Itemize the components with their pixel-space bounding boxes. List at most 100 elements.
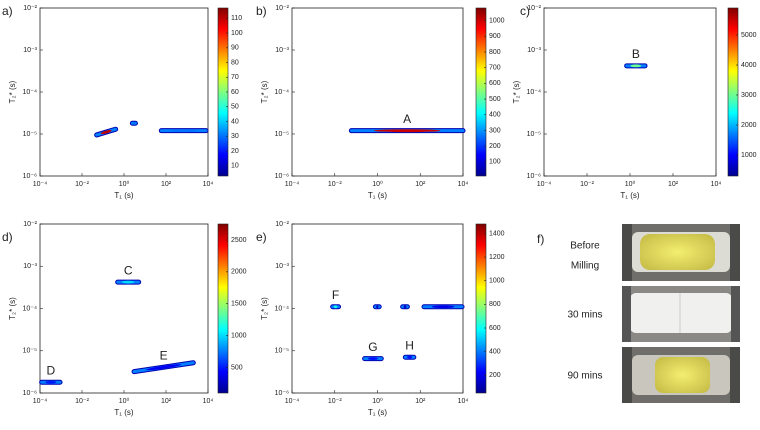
panel-label: a): [2, 4, 13, 18]
x-tick-label: 10⁴: [458, 181, 469, 188]
colorbar-tick-label: 110: [231, 15, 242, 22]
colorbar-tick-label: 800: [489, 301, 501, 308]
x-tick-label: 10⁻⁴: [537, 181, 552, 188]
x-tick-label: 10⁰: [119, 397, 130, 405]
y-tick-label: 10⁻²: [23, 221, 37, 228]
photo-90min: [622, 347, 740, 403]
x-tick-label: 10⁻²: [75, 398, 89, 405]
peak-label: C: [124, 263, 133, 277]
contour-peak: [333, 305, 338, 309]
colorbar-tick-label: 1400: [489, 230, 505, 237]
y-tick-label: 10⁻⁴: [275, 89, 290, 96]
y-tick-label: 10⁻⁴: [527, 89, 542, 96]
panel-label: f): [537, 232, 544, 246]
colorbar-tick-label: 400: [489, 348, 501, 355]
y-tick-label: 10⁻⁵: [23, 131, 37, 138]
contour-peak: [45, 380, 57, 384]
photo-30min: [622, 286, 740, 342]
colorbar-tick-label: 400: [489, 112, 501, 119]
colorbar-tick-label: 3000: [741, 92, 757, 99]
peak-label: F: [332, 288, 339, 302]
x-axis-label: T₁ (s): [368, 191, 387, 200]
photo-caption: Before: [570, 241, 600, 252]
y-tick-label: 10⁻²: [23, 5, 37, 12]
y-tick-label: 10⁻⁶: [23, 390, 37, 397]
x-axis-label: T₁ (s): [620, 191, 639, 200]
y-tick-label: 10⁻⁵: [275, 348, 289, 355]
x-tick-label: 10²: [415, 181, 426, 188]
colorbar-tick-label: 1000: [231, 332, 247, 339]
contour-peak: [376, 305, 379, 309]
x-tick-label: 10⁻⁴: [285, 181, 300, 188]
plot-area: [543, 7, 717, 177]
colorbar-tick-label: 50: [231, 104, 239, 111]
contour-peak: [407, 355, 413, 359]
contour-peak: [132, 121, 135, 125]
colorbar-tick-label: 700: [489, 65, 501, 72]
x-tick-label: 10⁴: [458, 398, 469, 405]
peak-label: D: [47, 363, 56, 377]
y-tick-label: 10⁻³: [23, 263, 37, 270]
y-tick-label: 10⁻⁶: [275, 390, 289, 397]
photo-caption: 30 mins: [567, 310, 602, 321]
colorbar: [727, 7, 739, 177]
colorbar-tick-label: 40: [231, 118, 239, 125]
colorbar-tick-label: 60: [231, 89, 239, 96]
peak-label: H: [405, 338, 414, 352]
y-axis-label: T₂* (s): [260, 80, 269, 103]
y-tick-label: 10⁻⁴: [23, 305, 38, 312]
y-tick-label: 10⁻⁶: [275, 173, 289, 180]
colorbar: [475, 7, 487, 177]
colorbar-tick-label: 1200: [489, 254, 505, 261]
colorbar-tick-label: 5000: [741, 32, 757, 39]
x-tick-label: 10⁻²: [328, 398, 342, 405]
colorbar-tick-label: 70: [231, 74, 239, 81]
colorbar-tick-label: 900: [489, 33, 501, 40]
contour-peak: [630, 64, 642, 68]
panel-label: c): [520, 4, 530, 18]
colorbar-tick-label: 2000: [231, 269, 247, 276]
colorbar-tick-label: 500: [489, 96, 501, 103]
x-tick-label: 10²: [161, 398, 172, 405]
plot-area: [291, 7, 464, 177]
y-tick-label: 10⁻²: [275, 5, 289, 12]
x-tick-label: 10⁻⁴: [285, 398, 300, 405]
contour-peak: [367, 357, 378, 361]
photo-caption: Milling: [571, 261, 599, 272]
contour-peak: [100, 129, 112, 135]
y-axis-label: T₂* (s): [512, 80, 521, 103]
plot-area: [39, 223, 209, 394]
colorbar-tick-label: 1000: [741, 152, 757, 159]
y-tick-label: 10⁻⁶: [527, 173, 541, 180]
y-tick-label: 10⁻³: [275, 263, 289, 270]
colorbar-tick-label: 10: [231, 163, 239, 170]
colorbar-tick-label: 1500: [231, 301, 247, 308]
contour-peak: [146, 364, 182, 371]
colorbar-tick-label: 100: [231, 30, 243, 37]
colorbar-tick-label: 300: [489, 127, 501, 134]
x-tick-label: 10⁻⁴: [33, 398, 48, 405]
x-tick-label: 10⁴: [203, 181, 214, 188]
contour-peak: [121, 280, 135, 284]
contour-peak: [170, 129, 198, 133]
photo-before: [622, 224, 740, 281]
contour-peak: [403, 305, 407, 309]
x-tick-label: 10⁻²: [75, 181, 89, 188]
x-tick-label: 10⁻²: [328, 181, 342, 188]
colorbar-tick-label: 20: [231, 148, 239, 155]
panel-label: e): [256, 230, 267, 244]
peak-label: G: [368, 340, 377, 354]
colorbar-tick-label: 500: [231, 364, 243, 371]
x-tick-label: 10⁰: [372, 180, 383, 188]
y-tick-label: 10⁻⁴: [23, 89, 38, 96]
colorbar-tick-label: 800: [489, 49, 501, 56]
x-tick-label: 10⁴: [711, 181, 722, 188]
peak-label: B: [632, 47, 640, 61]
colorbar-tick-label: 80: [231, 59, 239, 66]
plot-area: [39, 7, 209, 177]
y-tick-label: 10⁻³: [23, 47, 37, 54]
colorbar-tick-label: 2500: [231, 237, 247, 244]
peak-label: A: [403, 112, 411, 126]
colorbar-tick-label: 1000: [489, 278, 505, 285]
